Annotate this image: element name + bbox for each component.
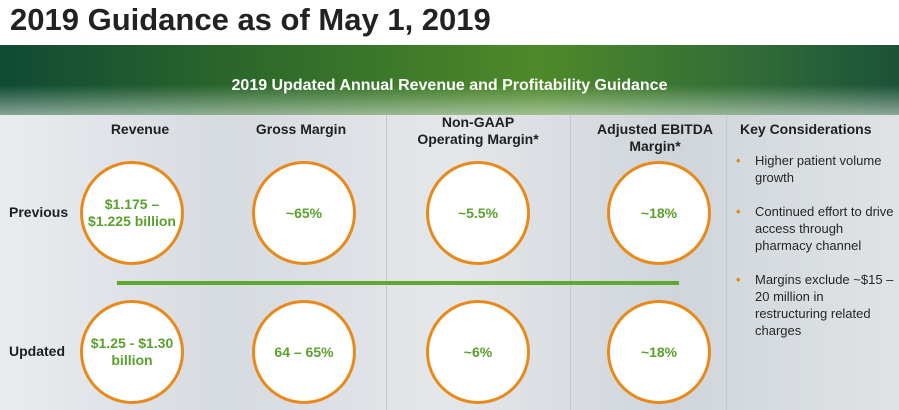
updated-ebitda-circle: ~18% xyxy=(607,300,711,404)
previous-revenue-line1: $1.175 – xyxy=(104,196,160,212)
list-item: • Continued effort to drive access throu… xyxy=(732,203,894,254)
list-item-text: Continued effort to drive access through… xyxy=(755,204,894,253)
header-non-gaap-line1: Non-GAAP xyxy=(441,114,515,130)
previous-gross-margin-circle: ~65% xyxy=(252,161,356,265)
column-divider xyxy=(570,115,571,410)
updated-non-gaap-value: ~6% xyxy=(463,343,493,360)
list-item-text: Higher patient volume growth xyxy=(755,153,882,185)
list-item-text: Margins exclude ~$15 – 20 million in res… xyxy=(755,272,894,338)
previous-non-gaap-circle: ~5.5% xyxy=(426,161,530,265)
column-divider xyxy=(726,115,727,410)
column-divider xyxy=(386,115,387,410)
banner xyxy=(0,45,899,115)
updated-non-gaap-circle: ~6% xyxy=(426,300,530,404)
previous-ebitda-circle: ~18% xyxy=(607,161,711,265)
bullet-icon: • xyxy=(736,272,741,287)
row-label-updated: Updated xyxy=(9,343,65,359)
previous-revenue-line2: $1.225 billion xyxy=(88,213,176,229)
page-title: 2019 Guidance as of May 1, 2019 xyxy=(10,2,491,37)
header-gross-margin: Gross Margin xyxy=(255,121,347,137)
updated-gross-margin-value: 64 – 65% xyxy=(274,343,334,360)
updated-revenue-line2: billion xyxy=(111,352,153,368)
header-non-gaap-operating-margin: Non-GAAP Operating Margin* xyxy=(393,114,563,148)
header-revenue: Revenue xyxy=(110,121,170,137)
key-considerations-title: Key Considerations xyxy=(740,121,872,137)
bullet-icon: • xyxy=(736,153,741,168)
list-item: • Higher patient volume growth xyxy=(732,152,894,186)
updated-revenue-circle: $1.25 - $1.30 billion xyxy=(80,300,184,404)
row-divider xyxy=(117,281,679,285)
previous-gross-margin-value: ~65% xyxy=(285,204,323,221)
updated-gross-margin-circle: 64 – 65% xyxy=(252,300,356,404)
key-considerations-list: • Higher patient volume growth • Continu… xyxy=(732,152,894,339)
banner-title: 2019 Updated Annual Revenue and Profitab… xyxy=(231,77,668,94)
header-ebitda-line1: Adjusted EBITDA xyxy=(597,121,713,137)
updated-revenue-line1: $1.25 - $1.30 xyxy=(90,335,174,351)
header-adjusted-ebitda-margin: Adjusted EBITDA Margin* xyxy=(570,121,740,155)
previous-ebitda-value: ~18% xyxy=(640,204,678,221)
previous-non-gaap-value: ~5.5% xyxy=(457,204,499,221)
updated-ebitda-value: ~18% xyxy=(640,343,678,360)
bullet-icon: • xyxy=(736,204,741,219)
header-non-gaap-line2: Operating Margin* xyxy=(417,131,539,147)
header-ebitda-line2: Margin* xyxy=(629,138,681,154)
list-item: • Margins exclude ~$15 – 20 million in r… xyxy=(732,271,894,339)
row-label-previous: Previous xyxy=(9,204,69,220)
previous-revenue-circle: $1.175 – $1.225 billion xyxy=(80,161,184,265)
